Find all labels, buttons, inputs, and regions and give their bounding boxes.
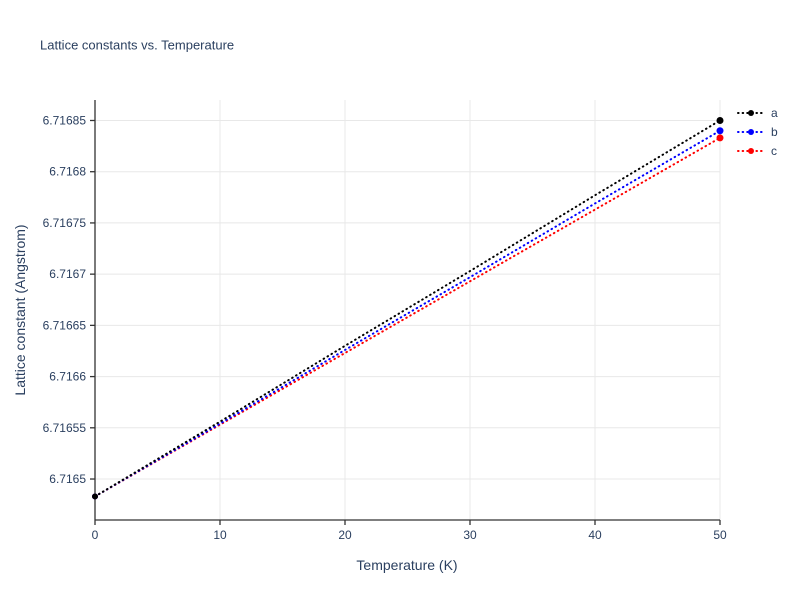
plot-area[interactable] <box>95 100 720 520</box>
y-axis-label: Lattice constant (Angstrom) <box>12 224 28 396</box>
x-axis-label: Temperature (K) <box>356 557 458 573</box>
legend-marker-b[interactable] <box>748 129 754 135</box>
x-tick-label: 30 <box>463 528 477 542</box>
series-c-end-marker <box>716 134 724 142</box>
chart-title: Lattice constants vs. Temperature <box>40 37 235 53</box>
legend-marker-a[interactable] <box>748 110 754 116</box>
series-line-a <box>94 119 721 498</box>
legend-label-c[interactable]: c <box>771 144 777 158</box>
y-tick-label: 6.71685 <box>43 113 87 127</box>
y-tick-label: 6.71655 <box>43 421 87 435</box>
series-a-start-marker <box>92 493 98 500</box>
x-tick-label: 50 <box>713 528 727 542</box>
y-tick-label: 6.7167 <box>49 267 86 281</box>
y-tick-label: 6.7166 <box>49 370 86 384</box>
series-a-end-marker <box>716 116 724 124</box>
legend-label-b[interactable]: b <box>771 125 778 139</box>
x-tick-label: 10 <box>213 528 227 542</box>
series-line-b <box>94 129 721 498</box>
x-tick-label: 0 <box>92 528 99 542</box>
x-tick-label: 40 <box>588 528 602 542</box>
y-tick-label: 6.71665 <box>43 318 87 332</box>
legend-marker-c[interactable] <box>748 148 754 154</box>
legend-label-a[interactable]: a <box>771 106 778 120</box>
y-tick-label: 6.71675 <box>43 216 87 230</box>
x-tick-label: 20 <box>338 528 352 542</box>
series-b-end-marker <box>716 127 724 135</box>
y-tick-label: 6.7165 <box>49 472 86 486</box>
y-tick-label: 6.7168 <box>49 165 86 179</box>
